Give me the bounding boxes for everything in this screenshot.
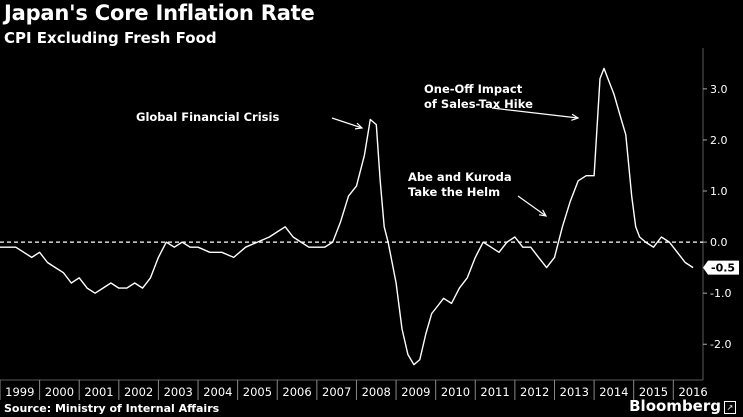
y-tick-label: 1.0: [710, 185, 728, 198]
annotation-text: of Sales-Tax Hike: [424, 97, 533, 111]
x-tick-label: 2016: [678, 385, 707, 399]
annotation-text: Abe and Kuroda: [408, 170, 512, 184]
x-tick-label: 2011: [480, 385, 509, 399]
y-tick-label: -2.0: [710, 338, 731, 351]
x-tick-label: 2005: [243, 385, 272, 399]
chart-title: Japan's Core Inflation Rate: [4, 1, 315, 25]
x-tick-label: 2009: [401, 385, 430, 399]
y-tick-label: 2.0: [710, 134, 728, 147]
source-note: Source: Ministry of Internal Affairs: [4, 402, 220, 415]
x-tick-label: 1999: [5, 385, 34, 399]
last-value-box: [703, 260, 739, 275]
annotation-text: Take the Helm: [408, 185, 500, 199]
chart-subtitle: CPI Excluding Fresh Food: [4, 29, 217, 47]
brand-label: Bloomberg: [629, 397, 721, 415]
x-tick-label: 2007: [322, 385, 351, 399]
y-tick-label: -1.0: [710, 287, 731, 300]
brand-logo-icon: ↗: [724, 401, 736, 414]
annotation-arrow: [517, 195, 547, 217]
y-tick-label: 3.0: [710, 83, 728, 96]
annotation-arrow: [331, 117, 363, 129]
x-tick-label: 2012: [520, 385, 549, 399]
x-tick-label: 2002: [124, 385, 153, 399]
x-tick-label: 2000: [45, 385, 74, 399]
annotation-arrowhead: [538, 209, 548, 217]
x-tick-label: 2001: [84, 385, 113, 399]
annotation-text: Global Financial Crisis: [136, 110, 279, 124]
x-tick-label: 2003: [164, 385, 193, 399]
annotation-arrowhead: [571, 113, 580, 121]
x-tick-label: 2013: [560, 385, 589, 399]
last-value-label: -0.5: [711, 262, 735, 275]
series-line: [0, 67, 694, 366]
x-tick-label: 2014: [599, 385, 628, 399]
x-tick-label: 2006: [282, 385, 311, 399]
annotation-text: One-Off Impact: [424, 82, 523, 96]
x-tick-label: 2004: [203, 385, 232, 399]
annotation-arrowhead: [354, 122, 364, 130]
annotation-arrow: [491, 107, 579, 119]
y-tick-label: 0.0: [710, 236, 728, 249]
x-tick-label: 2015: [639, 385, 668, 399]
x-tick-label: 2010: [441, 385, 470, 399]
x-tick-label: 2008: [362, 385, 391, 399]
